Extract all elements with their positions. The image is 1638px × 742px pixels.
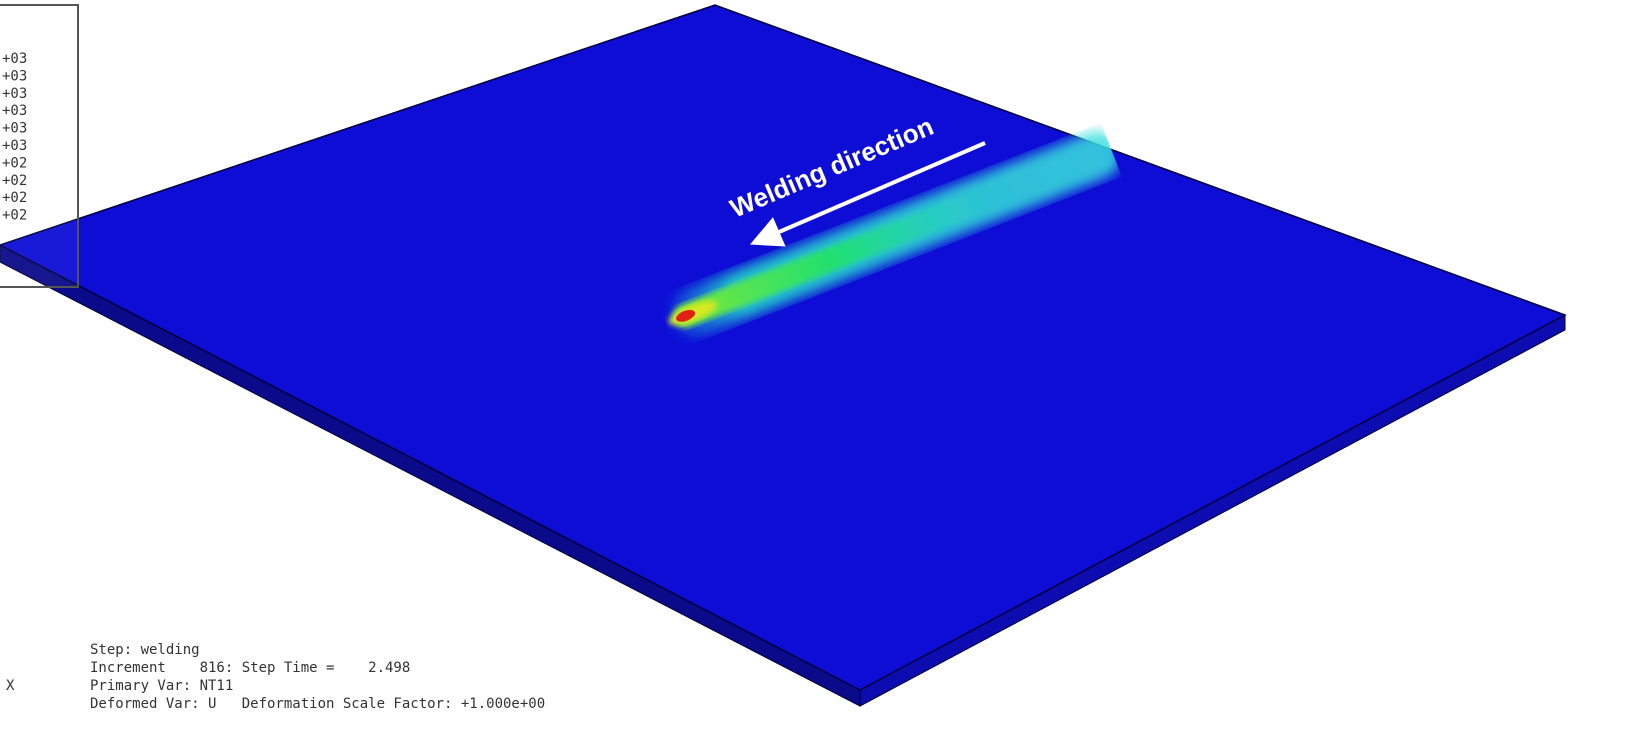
heat-trail xyxy=(668,131,1122,337)
legend-label: +02 xyxy=(2,208,27,224)
info-line: Primary Var: NT11 xyxy=(90,678,233,694)
triad-x-label: X xyxy=(6,678,15,694)
legend-label: +03 xyxy=(2,68,27,84)
info-line: Step: welding xyxy=(90,642,200,658)
legend-label: +02 xyxy=(2,173,27,189)
info-line: Increment 816: Step Time = 2.498 xyxy=(90,660,410,676)
direction-arrow xyxy=(749,141,986,247)
legend-label: +03 xyxy=(2,103,27,119)
legend-label: +03 xyxy=(2,121,27,137)
info-block: Step: welding Increment 816: Step Time = … xyxy=(90,642,545,712)
legend: +03+03+03+03+03+03+02+02+02+02 xyxy=(2,51,27,224)
legend-box xyxy=(0,4,79,288)
legend-label: +03 xyxy=(2,51,27,67)
legend-label: +03 xyxy=(2,138,27,154)
plate-top xyxy=(0,4,1567,691)
legend-label: +02 xyxy=(2,190,27,206)
legend-label: +02 xyxy=(2,155,27,171)
info-line: Deformed Var: U Deformation Scale Factor… xyxy=(90,696,545,712)
legend-label: +03 xyxy=(2,86,27,102)
